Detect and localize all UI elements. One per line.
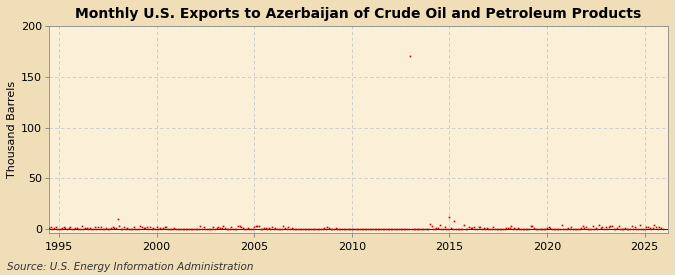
- Text: Source: U.S. Energy Information Administration: Source: U.S. Energy Information Administ…: [7, 262, 253, 272]
- Y-axis label: Thousand Barrels: Thousand Barrels: [7, 81, 17, 178]
- Title: Monthly U.S. Exports to Azerbaijan of Crude Oil and Petroleum Products: Monthly U.S. Exports to Azerbaijan of Cr…: [76, 7, 642, 21]
